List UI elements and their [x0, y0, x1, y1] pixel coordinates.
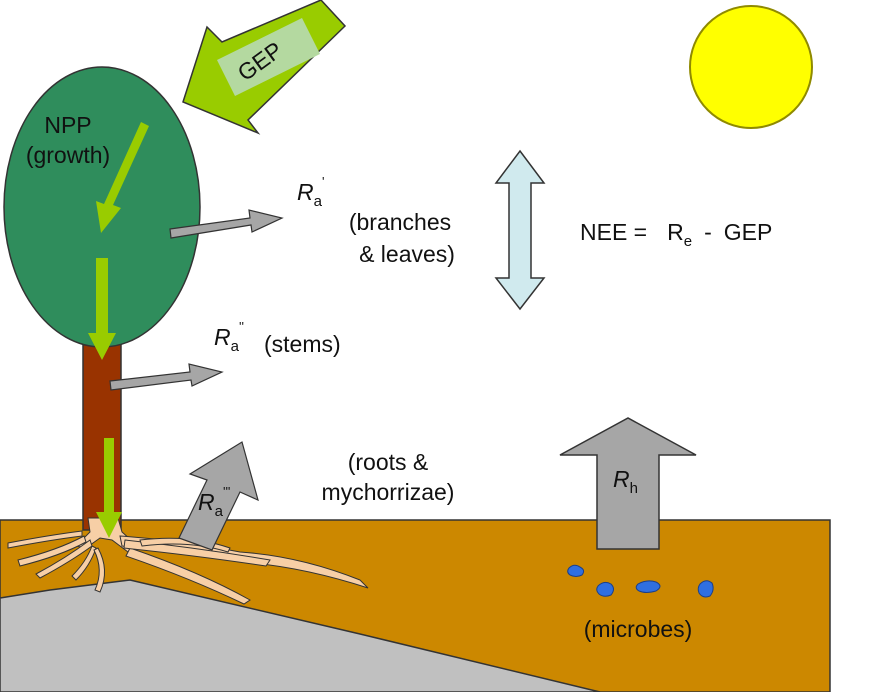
ra-branches-symbol: Ra' — [297, 174, 324, 210]
trunk-allocation-arrow-upper — [88, 258, 116, 360]
root-respiration-arrow — [178, 441, 259, 551]
branch-respiration-arrow — [169, 209, 284, 239]
allocation-arrows — [88, 122, 149, 538]
ra-roots-symbol: Ra''' — [198, 484, 230, 520]
heterotrophic-respiration-arrow — [559, 417, 697, 550]
gep-arrow: GEP — [182, 0, 347, 135]
npp-label: NPP — [44, 112, 91, 138]
microbes-icon — [567, 564, 714, 598]
trunk-allocation-arrow-lower — [96, 438, 122, 538]
roots-label: (roots & — [348, 449, 429, 475]
leaves-label: & leaves) — [359, 241, 455, 267]
stems-label: (stems) — [264, 331, 341, 357]
sun-icon — [689, 5, 813, 129]
ra-stems-symbol: Ra'' — [214, 319, 244, 355]
microbes-label: (microbes) — [584, 616, 693, 642]
nee-equation: NEE = Re - GEP — [580, 219, 772, 250]
rh-symbol: Rh — [613, 466, 638, 497]
canopy-allocation-arrow — [96, 122, 149, 233]
autotrophic-respiration-arrows — [109, 209, 284, 551]
npp-growth-label: (growth) — [26, 142, 110, 168]
branches-label: (branches — [349, 209, 451, 235]
bedrock — [0, 579, 601, 692]
nee-exchange-arrow — [494, 149, 546, 311]
stem-respiration-arrow — [109, 363, 224, 391]
mychorrizae-label: mychorrizae) — [322, 479, 455, 505]
